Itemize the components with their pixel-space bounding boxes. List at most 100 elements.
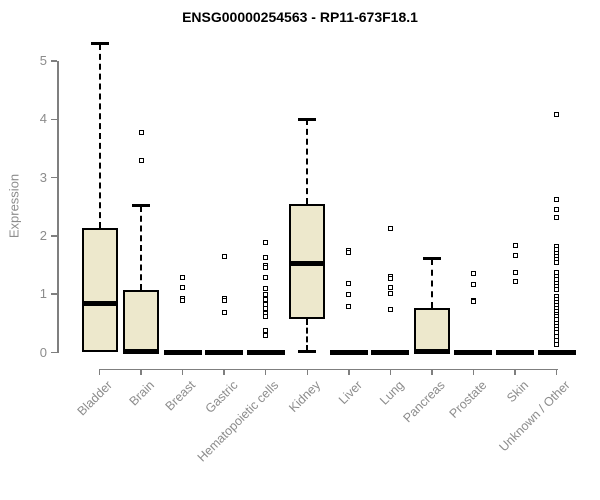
outlier-point <box>346 303 352 309</box>
collapsed-box <box>454 350 493 355</box>
box <box>123 290 160 353</box>
outlier-point <box>470 299 476 305</box>
outlier-point <box>263 305 269 311</box>
outlier-point <box>387 290 393 296</box>
x-tick <box>140 368 142 375</box>
x-tick-label: Brain <box>126 377 157 409</box>
x-tick <box>223 368 225 375</box>
median-line <box>413 348 450 354</box>
outlier-point <box>221 253 227 259</box>
outlier-point <box>554 269 560 275</box>
outlier-point <box>554 207 560 213</box>
x-tick <box>431 368 433 375</box>
outlier-point <box>180 285 186 291</box>
y-tick <box>51 176 57 179</box>
x-tick-label: Liver <box>335 377 365 407</box>
outlier-point <box>554 337 560 343</box>
x-tick-label: Lung <box>376 377 407 408</box>
collapsed-box <box>246 350 285 355</box>
upper-whisker <box>306 119 309 204</box>
collapsed-box <box>496 350 534 355</box>
lower-whisker-cap <box>298 349 317 353</box>
outlier-point <box>180 297 186 303</box>
outlier-point <box>346 249 352 255</box>
y-tick <box>51 293 57 295</box>
x-tick <box>472 368 475 375</box>
collapsed-box <box>163 350 202 355</box>
y-tick <box>51 118 57 121</box>
outlier-point <box>554 287 560 293</box>
outlier-point <box>512 242 518 248</box>
outlier-point <box>470 270 476 276</box>
median-line <box>81 301 118 307</box>
collapsed-box <box>329 350 368 355</box>
lower-whisker <box>306 319 309 352</box>
outlier-point <box>263 314 269 320</box>
outlier-point <box>554 111 560 117</box>
box <box>413 307 450 353</box>
outlier-point <box>387 275 393 281</box>
outlier-point <box>387 284 393 290</box>
x-tick-label: Hematopoietic cells <box>195 377 282 465</box>
y-tick <box>51 351 57 354</box>
x-tick-label: Bladder <box>75 377 116 418</box>
outlier-point <box>554 197 560 203</box>
x-tick-label: Unknown / Other <box>496 377 573 454</box>
outlier-point <box>346 281 352 287</box>
outlier-point <box>263 240 269 246</box>
x-tick <box>514 368 516 375</box>
outlier-point <box>554 215 560 221</box>
upper-whisker-cap <box>298 117 317 121</box>
outlier-point <box>263 291 269 297</box>
y-tick <box>51 235 57 237</box>
x-tick <box>555 368 558 375</box>
box <box>81 228 118 353</box>
x-tick-label: Breast <box>163 377 199 413</box>
x-tick <box>98 368 101 375</box>
y-tick-label: 5 <box>39 53 47 68</box>
upper-whisker-cap <box>90 42 109 45</box>
x-tick <box>389 368 392 375</box>
x-tick-label: Prostate <box>446 377 490 421</box>
outlier-point <box>263 275 269 281</box>
x-tick <box>348 368 350 375</box>
outlier-point <box>554 342 560 348</box>
y-tick-label: 0 <box>39 344 47 360</box>
outlier-point <box>138 129 144 135</box>
x-tick-label: Skin <box>503 377 531 405</box>
outlier-point <box>263 332 269 338</box>
outlier-point <box>346 291 352 297</box>
median-line <box>123 348 160 354</box>
y-tick-label: 1 <box>39 286 47 302</box>
chart-title: ENSG00000254563 - RP11-673F18.1 <box>182 9 418 25</box>
outlier-point <box>554 259 560 265</box>
outlier-point <box>263 265 269 271</box>
collapsed-box <box>205 350 244 355</box>
x-tick-label: Pancreas <box>400 377 448 425</box>
x-tick <box>264 368 267 375</box>
y-tick-label: 3 <box>39 169 47 185</box>
upper-whisker-cap <box>132 204 151 208</box>
outlier-point <box>387 226 393 232</box>
outlier-point <box>512 269 518 275</box>
outlier-point <box>263 285 269 291</box>
x-tick-label: Kidney <box>286 377 324 415</box>
median-line <box>289 260 326 266</box>
x-tick <box>181 368 184 375</box>
outlier-point <box>263 296 269 302</box>
outlier-point <box>221 310 227 316</box>
outlier-point <box>470 282 476 288</box>
upper-whisker-cap <box>422 257 441 261</box>
upper-whisker <box>430 258 433 308</box>
collapsed-box <box>371 350 410 355</box>
x-tick <box>306 368 308 375</box>
collapsed-box <box>537 350 576 355</box>
y-tick-label: 4 <box>39 111 47 127</box>
x-tick-label: Gastric <box>202 377 241 416</box>
outlier-point <box>180 274 186 280</box>
outlier-point <box>512 252 518 258</box>
y-tick-label: 2 <box>39 227 47 243</box>
outlier-point <box>512 278 518 284</box>
